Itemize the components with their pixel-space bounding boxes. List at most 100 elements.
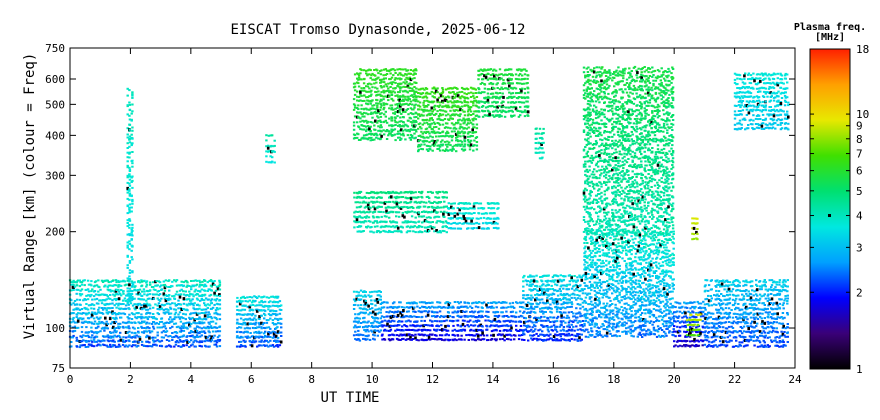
data-point [602, 294, 605, 297]
data-point [238, 326, 241, 329]
data-point [482, 334, 486, 337]
data-point [97, 308, 100, 311]
data-point [180, 284, 183, 287]
data-point [474, 339, 478, 342]
data-point-black [414, 336, 417, 340]
data-point [104, 279, 107, 282]
data-point [562, 326, 566, 328]
data-point [100, 307, 104, 309]
data-point [560, 306, 563, 309]
data-point [90, 284, 93, 287]
data-point [734, 299, 737, 302]
data-point-black [638, 233, 642, 237]
data-point [130, 345, 134, 348]
data-point [276, 313, 279, 316]
data-point [651, 250, 654, 253]
data-point [618, 301, 621, 304]
data-point [535, 274, 538, 277]
data-point [501, 311, 504, 314]
data-point [643, 319, 646, 322]
data-point [214, 289, 218, 292]
data-point [505, 319, 508, 322]
data-point [106, 312, 109, 315]
data-point [728, 311, 732, 314]
data-point-black [460, 310, 463, 313]
data-point-black [163, 286, 167, 290]
data-point [236, 330, 239, 333]
data-point [214, 339, 218, 342]
data-point [603, 316, 607, 319]
data-point [436, 311, 439, 314]
data-point [210, 285, 213, 288]
data-point [192, 312, 195, 315]
data-point [180, 316, 183, 319]
data-point [92, 295, 96, 298]
data-point [648, 273, 651, 276]
data-point [160, 339, 164, 342]
data-point [182, 325, 186, 328]
data-point [120, 284, 123, 287]
data-point [664, 306, 667, 309]
data-point [528, 330, 531, 333]
data-point-black [363, 299, 366, 303]
data-point [236, 335, 239, 338]
data-point [744, 302, 747, 305]
data-point [603, 252, 607, 255]
data-point [364, 338, 367, 341]
data-point [609, 278, 612, 281]
data-point [184, 322, 187, 325]
data-point [584, 245, 587, 248]
data-point [370, 322, 373, 324]
data-point-black [476, 334, 480, 338]
data-point [193, 290, 196, 293]
data-point [621, 276, 624, 279]
data-point [676, 325, 679, 328]
data-point [546, 301, 550, 304]
data-point [575, 283, 578, 286]
data-point [175, 284, 179, 287]
data-point [513, 306, 516, 309]
data-point [507, 338, 510, 341]
data-point [269, 300, 272, 303]
data-point [199, 335, 202, 338]
data-point [542, 283, 545, 286]
data-point [598, 302, 601, 305]
data-point [104, 307, 107, 310]
data-point [621, 286, 624, 289]
data-point [248, 317, 251, 320]
data-point [243, 297, 247, 299]
data-point [536, 280, 539, 283]
data-point [362, 337, 365, 340]
data-point [591, 317, 594, 320]
data-point [409, 338, 412, 341]
data-point [595, 251, 598, 254]
data-point [662, 235, 666, 237]
data-point [652, 314, 656, 317]
data-point [218, 299, 222, 301]
data-point-black [111, 310, 114, 314]
data-point [645, 299, 648, 302]
data-point [80, 288, 84, 291]
data-point [611, 334, 614, 337]
data-point [645, 308, 648, 311]
data-point [707, 326, 711, 329]
data-point [146, 335, 150, 338]
data-point [562, 278, 566, 281]
data-point [629, 257, 632, 260]
data-point [722, 329, 725, 332]
data-point-black [560, 314, 563, 318]
data-point [625, 317, 628, 320]
data-point [213, 343, 216, 346]
data-point [662, 282, 666, 285]
data-point [623, 302, 626, 305]
data-point [210, 307, 213, 310]
data-point [127, 335, 130, 338]
data-point [98, 320, 101, 323]
data-point [556, 339, 560, 342]
data-point [135, 340, 138, 343]
data-point [357, 329, 360, 332]
data-point [629, 319, 632, 322]
data-point [168, 339, 171, 342]
data-point [547, 294, 550, 297]
data-point [86, 279, 90, 282]
